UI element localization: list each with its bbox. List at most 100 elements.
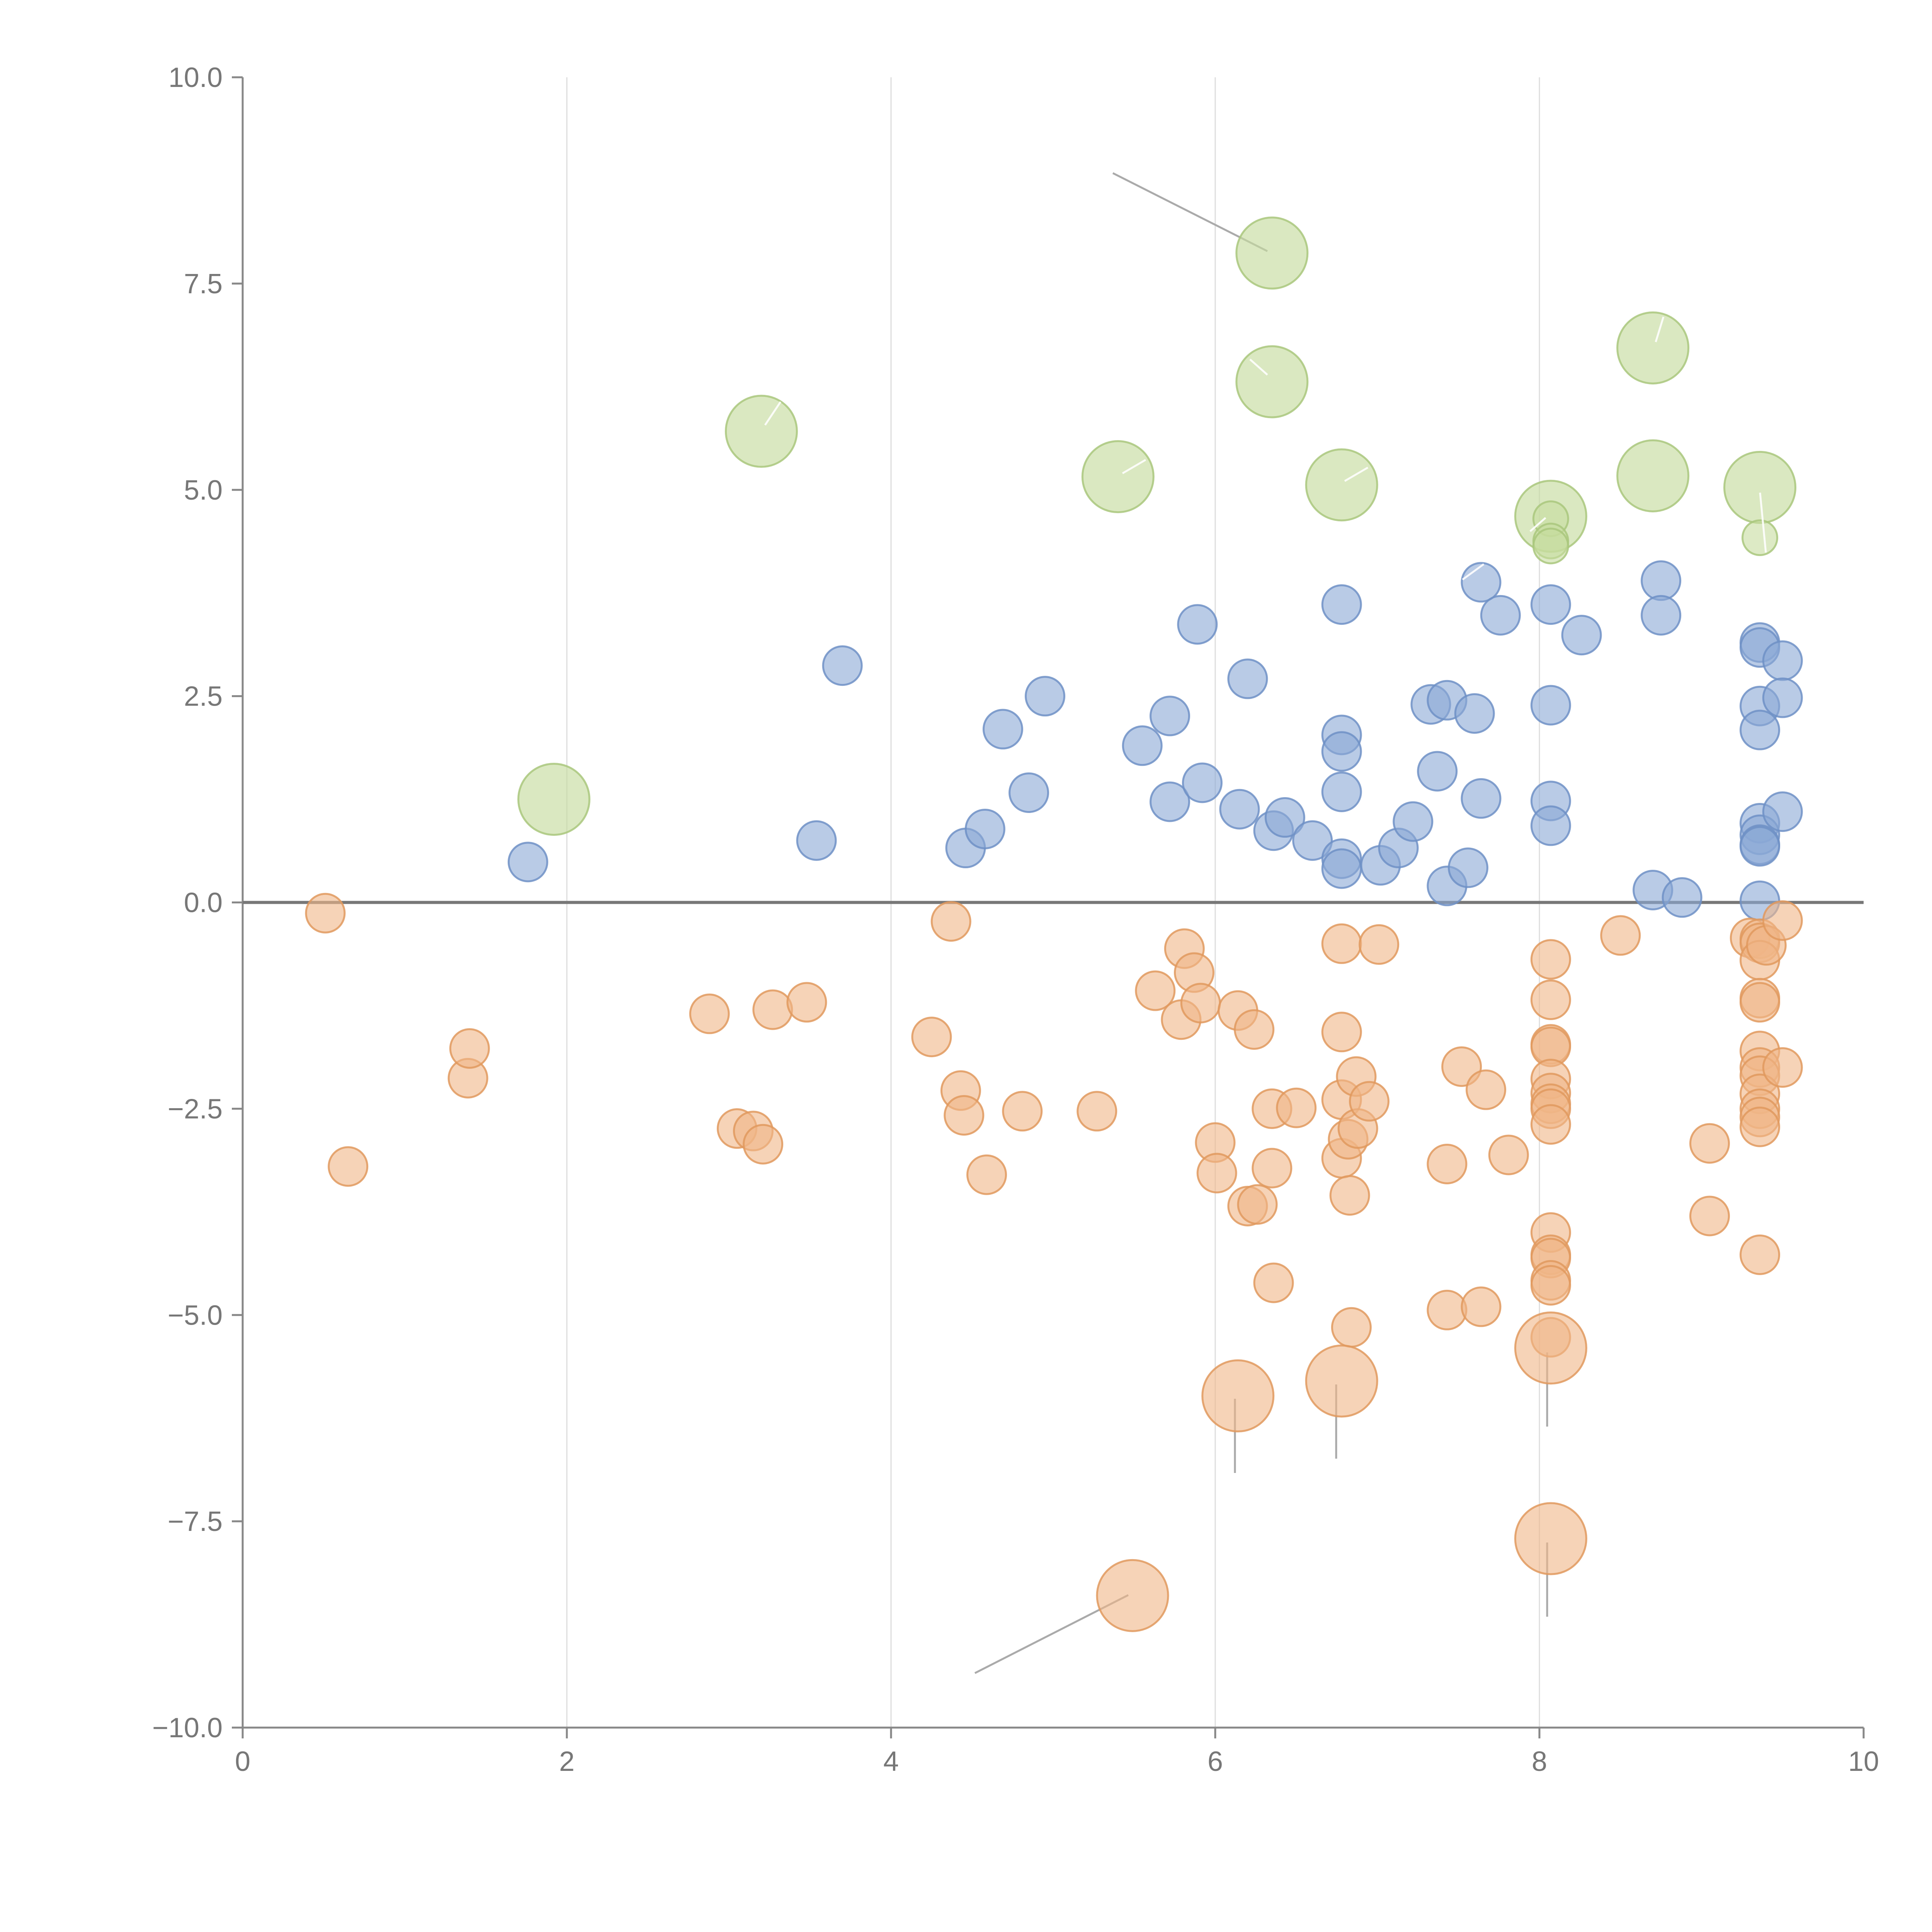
data-point-negative[interactable] (1530, 1104, 1571, 1145)
data-point-positive[interactable] (1762, 677, 1803, 718)
data-point-large-positive[interactable] (724, 395, 798, 468)
data-point-negative[interactable] (328, 1146, 369, 1187)
data-point-positive[interactable] (822, 645, 863, 686)
data-point-positive[interactable] (982, 709, 1023, 750)
data-point-positive[interactable] (1641, 560, 1682, 601)
data-point-positive[interactable] (507, 842, 548, 883)
data-point-medium-positive[interactable] (1742, 519, 1779, 556)
data-point-large-positive[interactable] (1235, 216, 1309, 290)
data-point-large-positive[interactable] (1081, 440, 1155, 514)
data-point-positive[interactable] (1530, 584, 1571, 625)
data-point-negative[interactable] (1321, 923, 1362, 964)
data-point-positive[interactable] (1762, 791, 1803, 832)
data-point-negative[interactable] (305, 893, 346, 934)
data-point-positive[interactable] (1393, 801, 1434, 842)
data-point-negative[interactable] (1461, 1286, 1502, 1327)
data-point-large-positive[interactable] (1305, 448, 1378, 522)
data-point-negative[interactable] (689, 993, 730, 1034)
data-point-positive[interactable] (1321, 771, 1362, 812)
data-point-positive[interactable] (1009, 772, 1049, 813)
data-point-negative[interactable] (1321, 1012, 1362, 1053)
data-point-positive[interactable] (1321, 731, 1362, 772)
x-tick-label: 2 (559, 1746, 575, 1777)
data-point-negative[interactable] (1740, 982, 1781, 1023)
data-point-negative[interactable] (1689, 1196, 1730, 1236)
data-point-positive[interactable] (1530, 685, 1571, 726)
data-point-negative[interactable] (1530, 979, 1571, 1020)
data-point-positive[interactable] (1025, 676, 1066, 717)
data-point-positive[interactable] (1292, 820, 1333, 861)
data-point-positive[interactable] (1219, 789, 1260, 830)
data-point-positive[interactable] (1530, 805, 1571, 846)
data-point-negative[interactable] (1077, 1091, 1117, 1132)
data-point-negative[interactable] (1466, 1069, 1507, 1110)
data-point-positive[interactable] (1740, 709, 1781, 750)
data-point-negative[interactable] (1180, 983, 1221, 1024)
data-point-negative[interactable] (1234, 1009, 1275, 1050)
data-point-large-negative[interactable] (1096, 1559, 1169, 1632)
data-point-negative[interactable] (1276, 1087, 1317, 1128)
data-point-negative[interactable] (1740, 1106, 1781, 1147)
data-point-negative[interactable] (1135, 970, 1176, 1011)
data-point-negative[interactable] (1689, 1123, 1730, 1164)
data-point-medium-positive[interactable] (1532, 527, 1569, 565)
data-point-negative[interactable] (1762, 1047, 1803, 1088)
data-point-positive[interactable] (1264, 797, 1305, 838)
data-point-large-positive[interactable] (1723, 451, 1797, 524)
data-point-positive[interactable] (1417, 751, 1458, 792)
data-point-negative[interactable] (966, 1154, 1007, 1195)
data-point-large-positive[interactable] (1616, 439, 1690, 512)
data-point-large-positive[interactable] (1616, 311, 1690, 384)
data-point-negative[interactable] (1331, 1307, 1372, 1348)
data-point-negative[interactable] (1359, 924, 1400, 965)
data-point-negative[interactable] (911, 1017, 952, 1058)
data-point-positive[interactable] (1321, 584, 1362, 625)
data-point-positive[interactable] (1227, 658, 1268, 699)
data-point-negative[interactable] (743, 1124, 784, 1165)
data-point-negative[interactable] (1427, 1143, 1468, 1184)
data-point-negative[interactable] (930, 901, 971, 942)
data-point-positive[interactable] (1150, 696, 1190, 736)
data-point-negative[interactable] (1600, 915, 1641, 956)
data-point-negative[interactable] (1740, 1234, 1781, 1275)
data-point-positive[interactable] (1447, 847, 1488, 888)
data-point-positive[interactable] (1662, 877, 1702, 918)
data-point-positive[interactable] (1461, 778, 1502, 819)
data-point-negative[interactable] (1427, 1289, 1468, 1330)
data-point-negative[interactable] (786, 982, 827, 1023)
data-point-negative[interactable] (1253, 1262, 1294, 1303)
data-point-positive[interactable] (1150, 781, 1190, 822)
data-point-large-negative[interactable] (1514, 1311, 1587, 1385)
data-point-negative[interactable] (1762, 900, 1803, 941)
data-point-positive[interactable] (1740, 826, 1781, 867)
data-point-positive[interactable] (1461, 562, 1502, 603)
data-point-positive[interactable] (1641, 595, 1682, 636)
data-point-positive[interactable] (796, 820, 837, 861)
data-point-positive[interactable] (1480, 595, 1521, 636)
data-point-large-positive[interactable] (517, 763, 590, 836)
data-point-positive[interactable] (1122, 725, 1163, 766)
data-point-negative[interactable] (752, 989, 793, 1030)
data-point-negative[interactable] (1349, 1081, 1390, 1122)
data-point-negative[interactable] (1002, 1091, 1043, 1132)
data-point-negative[interactable] (1488, 1134, 1529, 1175)
data-point-positive[interactable] (1321, 848, 1362, 889)
data-point-large-negative[interactable] (1305, 1344, 1378, 1418)
data-point-large-negative[interactable] (1514, 1502, 1587, 1575)
data-point-positive[interactable] (1182, 762, 1223, 803)
data-point-large-negative[interactable] (1201, 1359, 1275, 1433)
data-point-negative[interactable] (1252, 1148, 1293, 1189)
data-point-negative[interactable] (944, 1095, 985, 1136)
data-point-positive[interactable] (1454, 693, 1495, 734)
data-point-negative[interactable] (1329, 1175, 1370, 1216)
data-point-positive[interactable] (1762, 640, 1803, 681)
data-point-negative[interactable] (1530, 939, 1571, 980)
data-point-negative[interactable] (1237, 1184, 1278, 1225)
data-point-negative[interactable] (449, 1028, 490, 1069)
data-point-positive[interactable] (1177, 604, 1218, 645)
data-point-positive[interactable] (964, 808, 1005, 849)
data-point-negative[interactable] (1196, 1153, 1237, 1194)
data-point-large-positive[interactable] (1235, 345, 1309, 418)
data-point-positive[interactable] (1561, 615, 1602, 656)
data-point-negative[interactable] (1530, 1265, 1571, 1306)
